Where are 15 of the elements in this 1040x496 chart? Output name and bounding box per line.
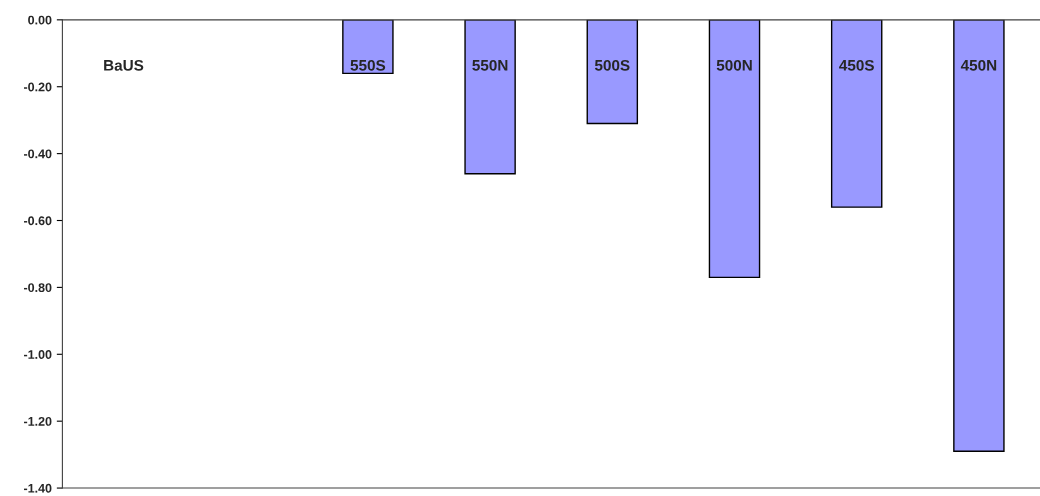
y-tick-label: 0.00 — [28, 15, 52, 25]
x-tick-label: BaUS — [104, 59, 144, 71]
y-tick-label: -1.20 — [23, 416, 52, 426]
y-tick-label: -0.40 — [23, 149, 52, 159]
x-tick-label: 500S — [594, 59, 630, 71]
y-tick-label: -0.60 — [23, 216, 52, 226]
y-tick-label: -1.40 — [23, 483, 52, 493]
x-tick-label: 550S — [350, 59, 386, 71]
x-tick-label: 450N — [960, 59, 997, 71]
y-tick-label: -0.20 — [23, 82, 52, 92]
x-tick-label: 550N — [472, 59, 508, 71]
y-tick-label: -1.00 — [23, 350, 52, 359]
x-tick-label: 450S — [839, 59, 874, 71]
x-tick-label: 500N — [716, 59, 752, 71]
y-tick-label: -0.80 — [23, 283, 52, 293]
